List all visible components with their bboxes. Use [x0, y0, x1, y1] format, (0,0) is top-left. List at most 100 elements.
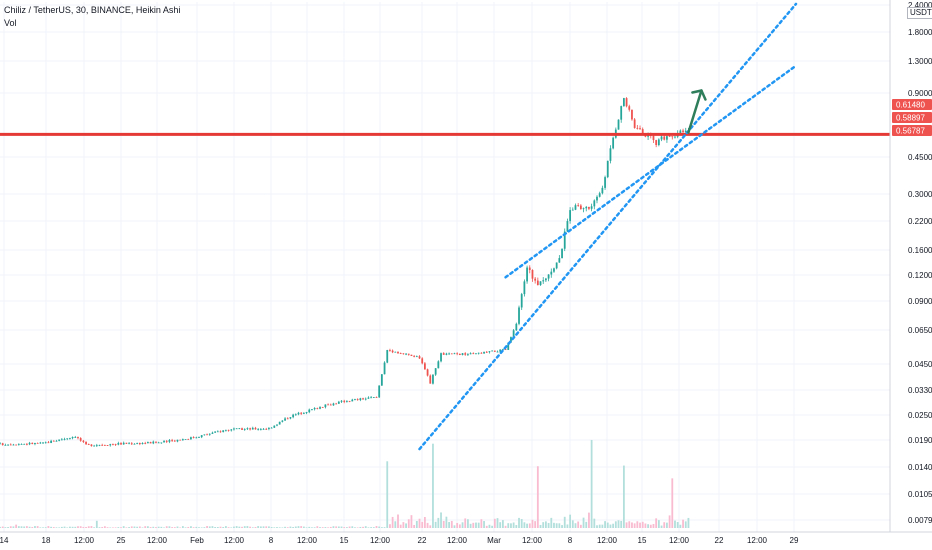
candle-body: [453, 353, 456, 355]
volume-bar: [679, 524, 682, 528]
volume-bar: [216, 526, 219, 528]
candle-body: [367, 397, 370, 399]
volume-bar: [588, 512, 590, 528]
volume-bar: [125, 527, 128, 528]
candle-body: [50, 440, 52, 443]
candle-body: [397, 351, 399, 354]
volume-bar: [168, 526, 171, 528]
volume-bar: [206, 526, 208, 528]
candle-body: [120, 443, 122, 445]
volume-bar: [17, 526, 20, 528]
volume-bar: [58, 527, 61, 528]
candle-body: [74, 437, 77, 438]
volume-bar: [211, 526, 214, 528]
candle-body: [103, 445, 106, 446]
volume-bar: [82, 526, 85, 528]
volume-bar: [144, 526, 147, 528]
volume-bar: [95, 520, 98, 528]
volume-bar: [367, 527, 370, 528]
volume-bar: [676, 522, 679, 528]
time-tick-label: 12:00: [447, 536, 468, 545]
candle-body: [415, 356, 418, 358]
candle-body: [475, 353, 477, 355]
volume-bar: [184, 527, 187, 528]
volume-bar: [103, 526, 106, 528]
price-badge: [892, 125, 932, 136]
candle-body: [606, 160, 609, 178]
price-tick-label: 2.40000: [908, 1, 932, 10]
candle-body: [136, 442, 139, 444]
volume-bar: [112, 527, 114, 528]
candle-body: [265, 428, 268, 430]
volume-bar: [413, 525, 416, 528]
candle-body: [173, 440, 176, 442]
candle-body: [181, 439, 184, 441]
candle-body: [262, 428, 265, 430]
volume-bar: [297, 526, 300, 528]
volume-bar: [257, 526, 260, 528]
candle-body: [128, 443, 130, 445]
volume-bar: [141, 527, 144, 528]
volume-bar: [545, 521, 547, 528]
volume-bar: [383, 527, 386, 528]
symbol-label: Chiliz / TetherUS, 30, BINANCE, Heikin A…: [4, 5, 181, 15]
candle-body: [518, 307, 520, 324]
candle-body: [507, 342, 510, 350]
volume-bar: [77, 526, 79, 528]
volume-bar: [276, 527, 278, 528]
candle-body: [79, 438, 82, 441]
volume-bar: [138, 526, 141, 528]
volume-bar: [265, 526, 268, 528]
candle-body: [458, 354, 461, 355]
candle-body: [574, 205, 577, 210]
volume-bar: [36, 526, 39, 528]
candle-body: [60, 439, 63, 441]
candle-body: [337, 401, 340, 404]
volume-bar: [507, 523, 510, 528]
volume-bar: [262, 526, 265, 528]
candle-body: [531, 269, 534, 279]
candle-body: [480, 352, 483, 354]
price-badge-label: 0.61480: [896, 101, 925, 110]
volume-bar: [190, 526, 192, 528]
candle-body: [85, 441, 87, 445]
volume-bar: [31, 526, 34, 528]
volume-bar: [542, 522, 545, 528]
volume-bar: [633, 523, 636, 528]
volume-bar: [230, 527, 233, 528]
volume-bar: [421, 521, 424, 528]
candle-body: [571, 209, 574, 211]
volume-bar: [222, 527, 225, 528]
candle-body: [407, 353, 410, 355]
volume-bar: [305, 527, 308, 528]
volume-bar: [128, 527, 130, 528]
volume-bar: [219, 526, 222, 528]
volume-bar: [12, 526, 15, 528]
candle-body: [141, 443, 144, 445]
volume-bar: [453, 525, 456, 528]
candle-body: [63, 438, 66, 440]
volume-bar: [354, 527, 356, 528]
candle-body: [305, 412, 308, 414]
candle-body: [122, 442, 125, 445]
candle-body: [348, 401, 351, 402]
volume-bar: [42, 527, 44, 528]
volume-bar: [98, 527, 101, 528]
time-tick-label: 12:00: [597, 536, 618, 545]
volume-bar: [319, 527, 321, 528]
volume-bar: [636, 521, 639, 528]
candle-body: [550, 271, 553, 275]
candle-body: [327, 404, 329, 406]
candle-body: [286, 418, 289, 420]
volume-bar: [666, 522, 668, 528]
volume-bar: [571, 520, 574, 528]
candle-body: [313, 408, 316, 410]
candle-body: [483, 351, 485, 354]
candle-body: [233, 428, 235, 430]
candle-body: [364, 398, 367, 400]
